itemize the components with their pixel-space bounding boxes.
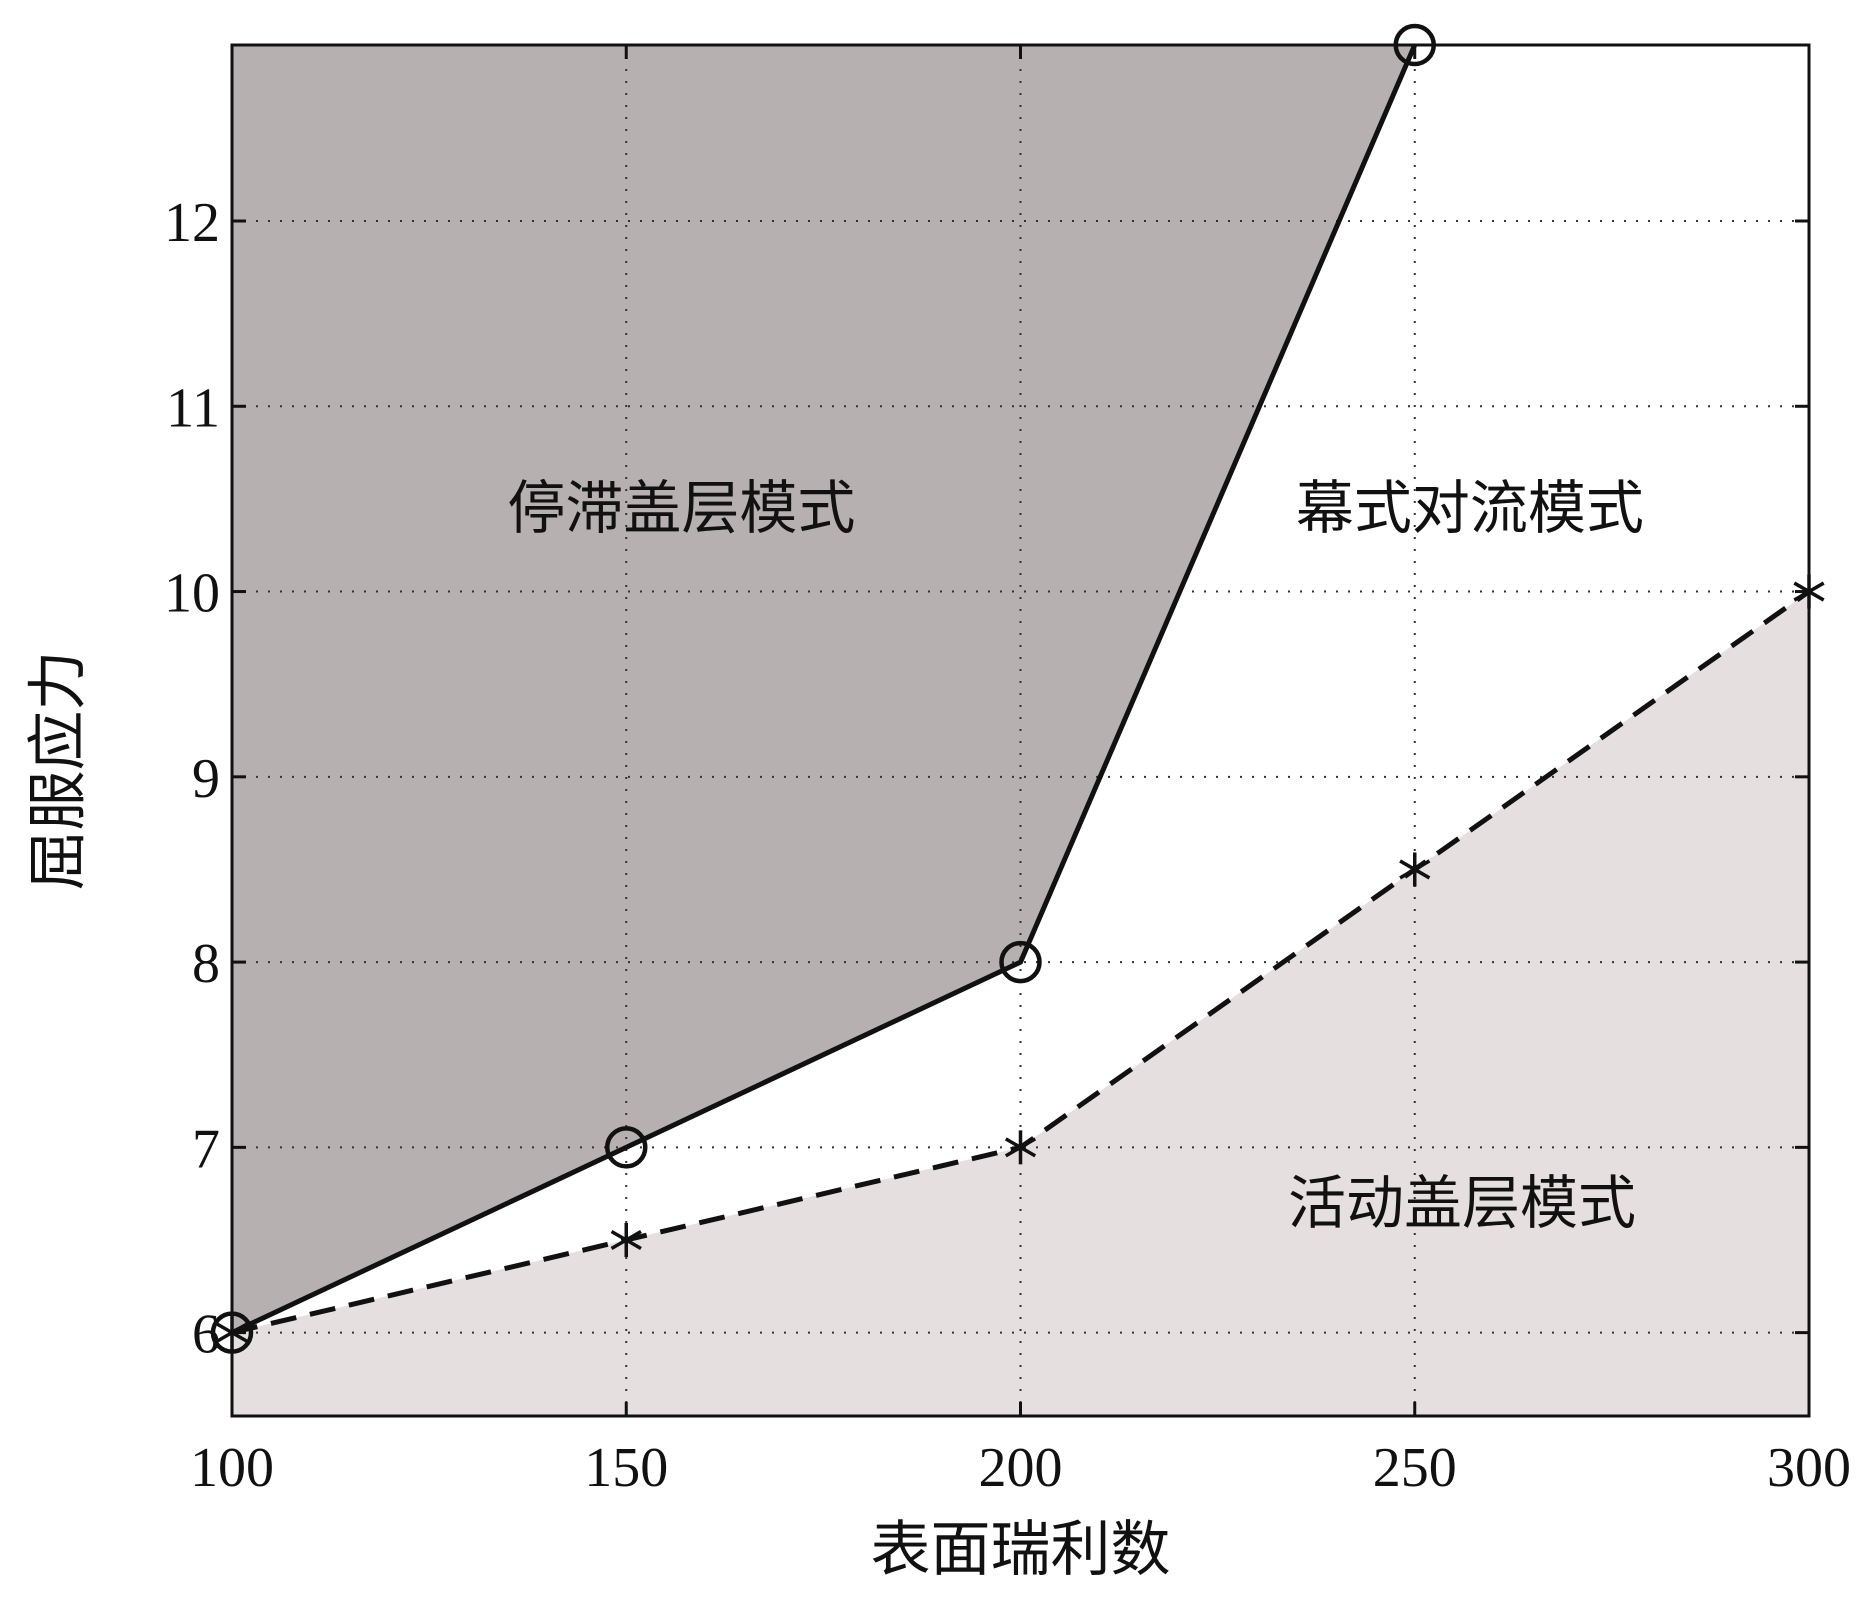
- y-tick-label: 6: [192, 1304, 220, 1366]
- series-1-line: [230, 44, 1418, 1335]
- y-tick-label: 12: [164, 192, 220, 254]
- y-tick-label: 7: [192, 1118, 220, 1180]
- y-axis-title: 屈服应力: [24, 651, 94, 891]
- region-label: 停滞盖层模式: [507, 474, 855, 542]
- y-tick-label: 11: [166, 377, 220, 439]
- tick-labels: 100 150 200 250 300 6 7 8 9 10 11 12: [164, 192, 1851, 1499]
- series-1-point: [999, 940, 1042, 984]
- region-label: 活动盖层模式: [1288, 1169, 1636, 1237]
- x-tick-label: 250: [1373, 1437, 1457, 1499]
- y-tick-label: 9: [192, 748, 220, 810]
- series-1-point: [605, 1126, 648, 1169]
- tick-marks: [230, 45, 1811, 1416]
- region-stagnant: [232, 45, 1415, 1333]
- x-tick-label: 100: [190, 1437, 274, 1499]
- region-label: 幕式对流模式: [1296, 474, 1644, 542]
- x-tick-label: 200: [979, 1437, 1063, 1499]
- y-tick-label: 10: [164, 563, 220, 625]
- x-tick-label: 300: [1767, 1437, 1851, 1499]
- grid-layer: [232, 45, 1809, 1416]
- x-axis-title: 表面瑞利数: [871, 1515, 1171, 1585]
- series-2-point: [1004, 1130, 1037, 1165]
- y-tick-label: 8: [192, 933, 220, 995]
- series-2-point: [1399, 852, 1431, 887]
- x-tick-label: 150: [584, 1437, 668, 1499]
- series-2-point: [610, 1222, 642, 1257]
